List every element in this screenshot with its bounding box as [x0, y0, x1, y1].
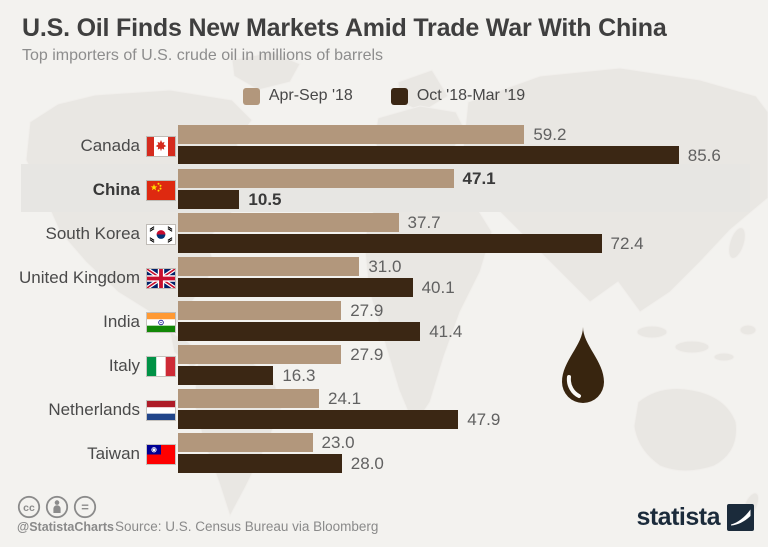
- bar-apr-sep: [178, 389, 319, 408]
- chart-row: Netherlands 24.1 47.9: [0, 388, 768, 432]
- bar-value-apr-sep: 27.9: [350, 344, 384, 364]
- bar-oct-mar: [178, 410, 459, 429]
- flag-netherlands-icon: [147, 400, 175, 420]
- country-label: South Korea: [45, 224, 140, 243]
- flag-italy-icon: [147, 356, 175, 376]
- bar-chart: Canada 59.2 85.6 China 47.1: [0, 124, 768, 476]
- bar-value-apr-sep: 37.7: [407, 212, 441, 232]
- bar-value-oct-mar: 40.1: [421, 277, 455, 297]
- bar-apr-sep: [178, 169, 454, 188]
- flag-south-korea-icon: [147, 224, 175, 244]
- legend-swatch-apr-sep: [242, 87, 260, 105]
- flag-india-icon: [147, 312, 175, 332]
- chart-row: China 47.1 10.5: [0, 164, 768, 212]
- country-label: Canada: [80, 136, 140, 155]
- legend-item-apr-sep: Apr-Sep '18: [242, 87, 353, 105]
- flag-taiwan-icon: [147, 444, 175, 464]
- bar-oct-mar: [178, 146, 679, 165]
- flag-canada-icon: [147, 136, 175, 156]
- license-icons: cc =: [17, 495, 97, 519]
- legend-label-oct-mar: Oct '18-Mar '19: [416, 87, 526, 104]
- flag-united-kingdom-icon: [147, 268, 175, 288]
- bar-value-oct-mar: 72.4: [610, 233, 644, 253]
- equal-icon: [73, 495, 97, 519]
- country-label: India: [103, 312, 140, 331]
- country-label: China: [92, 180, 140, 199]
- source-text: Source: U.S. Census Bureau via Bloomberg: [115, 519, 379, 534]
- bar-value-apr-sep: 24.1: [327, 388, 362, 408]
- statista-logo: statista: [636, 503, 754, 532]
- chart-row: South Korea 37.7 72.4: [0, 212, 768, 256]
- bar-value-oct-mar: 16.3: [282, 365, 316, 385]
- legend: Apr-Sep '18 Oct '18-Mar '19: [0, 87, 768, 105]
- chart-row: Taiwan 23.0 28.0: [0, 432, 768, 476]
- bar-pair: 59.2 85.6: [178, 125, 721, 167]
- svg-text:cc: cc: [23, 502, 35, 514]
- legend-item-oct-mar: Oct '18-Mar '19: [390, 87, 526, 105]
- bar-pair: 31.0 40.1: [178, 257, 455, 299]
- legend-swatch-oct-mar: [390, 87, 408, 105]
- country-label: Taiwan: [87, 444, 140, 463]
- chart-title: U.S. Oil Finds New Markets Amid Trade Wa…: [22, 14, 667, 42]
- chart-row: United Kingdom 31.0 40.1: [0, 256, 768, 300]
- bar-value-apr-sep: 31.0: [368, 256, 402, 276]
- flag-china-icon: [147, 180, 175, 200]
- svg-text:=: =: [81, 500, 89, 515]
- bar-value-apr-sep: 23.0: [321, 432, 355, 452]
- header: U.S. Oil Finds New Markets Amid Trade Wa…: [22, 14, 746, 65]
- statista-logo-text: statista: [636, 503, 720, 531]
- footer: cc = @StatistaCharts Source: U.S. Census…: [0, 490, 768, 547]
- country-label: United Kingdom: [19, 268, 140, 287]
- bar-value-oct-mar: 47.9: [467, 409, 501, 429]
- statista-logo-icon: [727, 504, 754, 531]
- bar-value-oct-mar: 10.5: [248, 189, 282, 209]
- bar-apr-sep: [178, 433, 313, 452]
- bar-value-apr-sep: 27.9: [350, 300, 384, 320]
- bar-apr-sep: [178, 257, 360, 276]
- bar-value-apr-sep: 47.1: [462, 168, 496, 188]
- country-label: Netherlands: [48, 400, 140, 419]
- bar-pair: 37.7 72.4: [178, 213, 644, 255]
- oil-drop-icon: [562, 327, 604, 403]
- statista-charts-handle: @StatistaCharts: [17, 520, 114, 534]
- bar-oct-mar: [178, 366, 274, 385]
- cc-icon: [17, 495, 41, 519]
- chart-row: India 27.9 41.4: [0, 300, 768, 344]
- bar-oct-mar: [178, 278, 413, 297]
- bar-apr-sep: [178, 213, 399, 232]
- bar-value-apr-sep: 59.2: [533, 124, 567, 144]
- chart-subtitle: Top importers of U.S. crude oil in milli…: [22, 47, 384, 64]
- chart-row: Canada 59.2 85.6: [0, 124, 768, 168]
- bar-oct-mar: [178, 454, 342, 473]
- bar-pair: 23.0 28.0: [178, 433, 384, 475]
- bar-oct-mar: [178, 190, 240, 209]
- bar-apr-sep: [178, 301, 342, 320]
- bar-apr-sep: [178, 345, 342, 364]
- chart-row: Italy 27.9 16.3: [0, 344, 768, 388]
- bar-pair: 47.1 10.5: [178, 169, 496, 211]
- bar-value-oct-mar: 85.6: [687, 145, 721, 165]
- bar-oct-mar: [178, 322, 421, 341]
- bar-value-oct-mar: 41.4: [429, 321, 463, 341]
- legend-label-apr-sep: Apr-Sep '18: [268, 87, 353, 104]
- bar-pair: 27.9 41.4: [178, 301, 462, 343]
- attribution-icon: [45, 495, 69, 519]
- bar-value-oct-mar: 28.0: [350, 453, 384, 473]
- bar-pair: 24.1 47.9: [178, 389, 500, 431]
- bar-pair: 27.9 16.3: [178, 345, 383, 387]
- bar-apr-sep: [178, 125, 525, 144]
- bar-oct-mar: [178, 234, 602, 253]
- country-label: Italy: [108, 356, 140, 375]
